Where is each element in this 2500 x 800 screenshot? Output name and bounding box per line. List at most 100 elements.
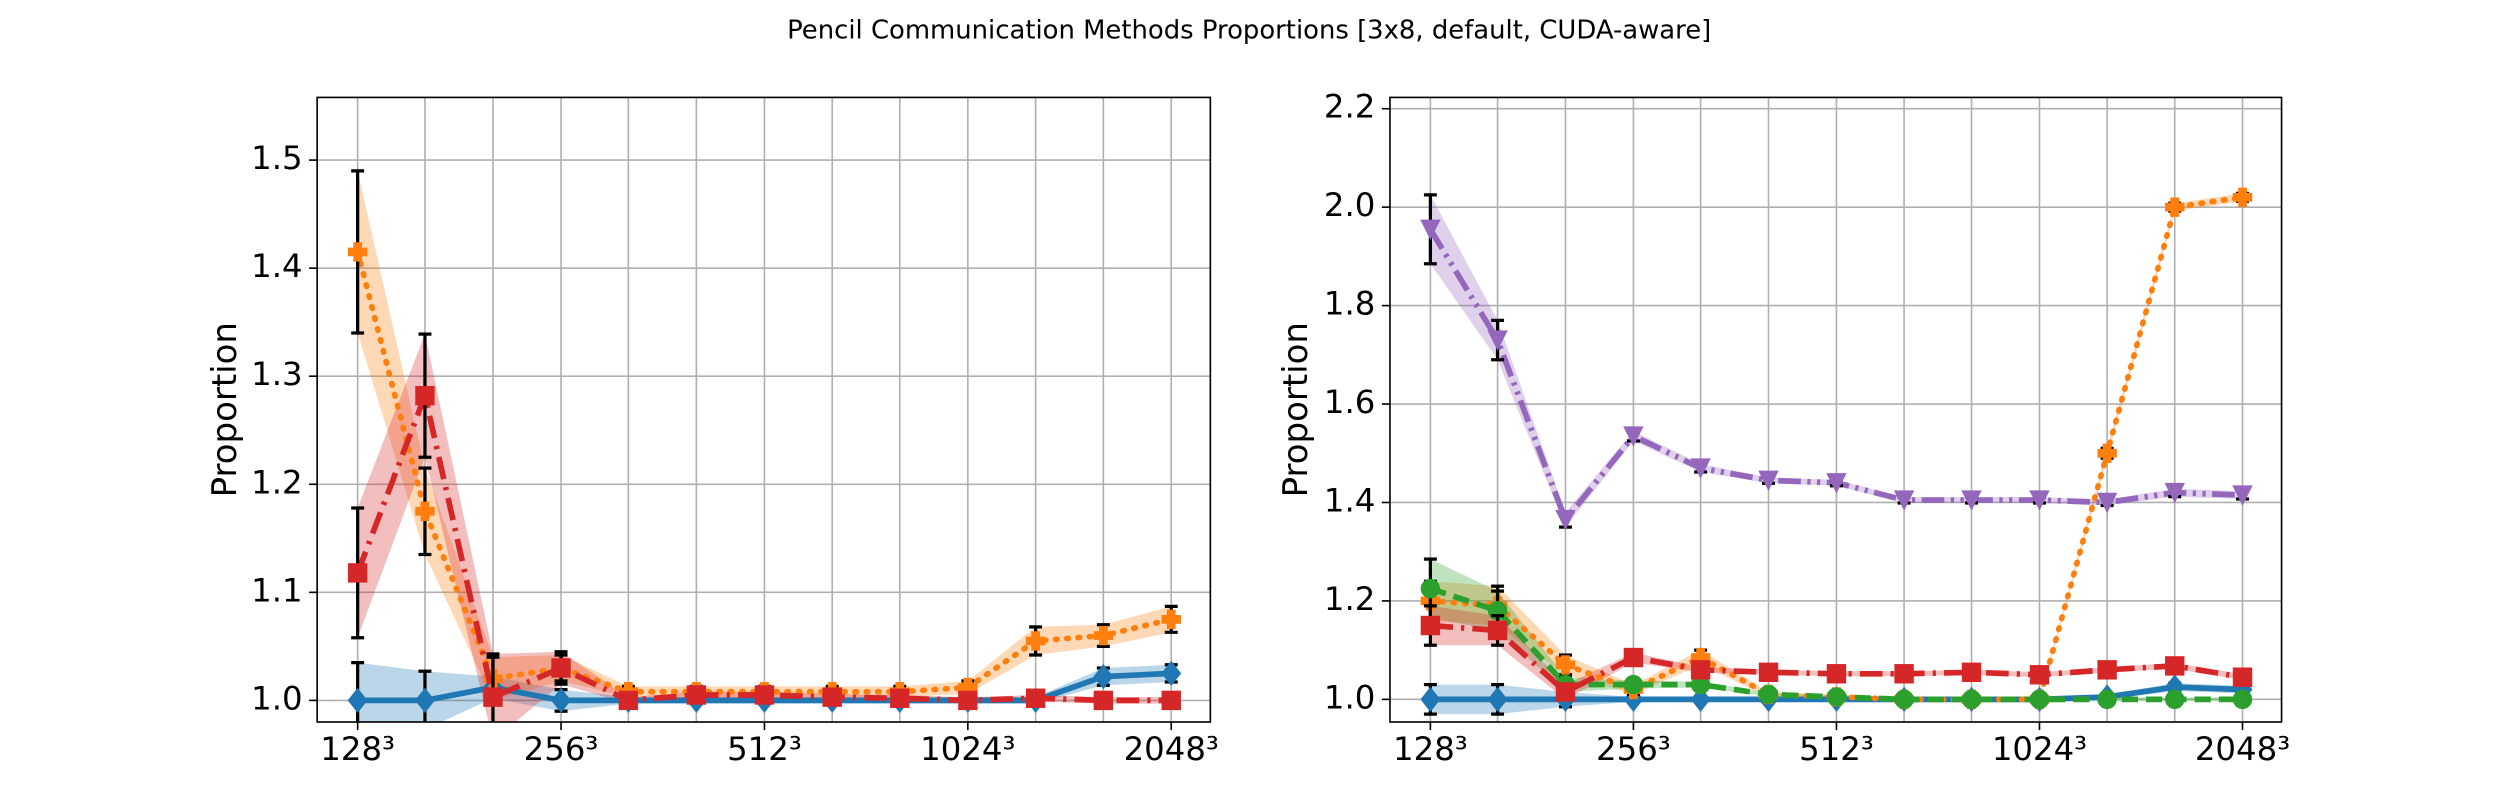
plot-area xyxy=(1420,187,2253,716)
marker xyxy=(1161,690,1181,711)
axes-frame xyxy=(316,96,1212,723)
marker xyxy=(2232,689,2253,710)
marker xyxy=(1758,662,1779,683)
marker xyxy=(1487,686,1508,713)
marker xyxy=(347,242,368,262)
x-tick-label: 2048³ xyxy=(1124,730,1219,768)
marker xyxy=(618,690,639,711)
marker xyxy=(347,687,368,714)
x-tick-label: 128³ xyxy=(320,730,395,768)
marker xyxy=(1420,578,1441,599)
marker xyxy=(1420,686,1441,713)
x-tick-label: 2048³ xyxy=(2195,730,2290,768)
marker xyxy=(822,687,842,707)
marker xyxy=(1893,490,1915,511)
marker xyxy=(2096,492,2118,514)
y-tick-label: 1.0 xyxy=(1324,678,1375,716)
y-tick-label: 1.1 xyxy=(251,571,302,609)
marker xyxy=(1161,609,1181,630)
marker xyxy=(2097,660,2117,680)
y-tick-label: 1.4 xyxy=(251,247,302,285)
marker xyxy=(2097,689,2117,710)
marker xyxy=(1826,664,1847,684)
marker xyxy=(2165,656,2185,676)
marker xyxy=(1623,647,1644,668)
marker xyxy=(1961,662,1982,683)
marker xyxy=(415,501,435,521)
subplot: 1.0 1.1 1.2 1.3 1.4 1.5 128³ 256³ 512³ 1024³ 2048³… xyxy=(205,96,1219,768)
marker xyxy=(2029,689,2050,710)
marker xyxy=(890,688,910,708)
marker xyxy=(347,563,368,583)
marker xyxy=(1690,458,1711,479)
marker xyxy=(1826,473,1847,494)
x-tick-label: 1024³ xyxy=(920,730,1015,768)
plot-area xyxy=(347,169,1182,723)
y-tick-label: 1.8 xyxy=(1324,285,1375,323)
marker xyxy=(1487,620,1508,641)
marker xyxy=(1093,663,1114,690)
marker xyxy=(1093,690,1114,711)
marker xyxy=(1758,470,1779,492)
y-tick-label: 1.0 xyxy=(251,679,302,717)
y-tick-label: 2.2 xyxy=(1324,88,1375,126)
marker xyxy=(415,385,435,406)
marker xyxy=(1623,426,1644,447)
y-axis-label: Proportion xyxy=(1276,322,1316,497)
marker xyxy=(551,658,571,678)
marker xyxy=(1690,660,1711,680)
marker xyxy=(2232,667,2253,687)
marker xyxy=(1690,686,1711,713)
y-tick-label: 1.2 xyxy=(251,463,302,501)
figure-title: Pencil Communication Methods Proportions… xyxy=(787,16,1711,46)
marker xyxy=(958,690,978,711)
marker xyxy=(1961,689,1982,710)
marker xyxy=(1894,689,1914,710)
marker xyxy=(1487,330,1508,351)
marker xyxy=(2232,187,2253,208)
marker xyxy=(2165,689,2185,710)
marker xyxy=(1025,631,1046,651)
x-tick-label: 256³ xyxy=(1596,730,1671,768)
marker xyxy=(415,687,435,714)
y-tick-label: 1.3 xyxy=(251,355,302,393)
marker xyxy=(686,685,707,705)
marker xyxy=(2232,485,2253,506)
x-tick-label: 256³ xyxy=(524,730,599,768)
marker xyxy=(2097,443,2117,463)
marker xyxy=(1758,684,1779,705)
y-tick-label: 1.2 xyxy=(1324,580,1375,618)
y-axis-label: Proportion xyxy=(205,322,245,497)
y-tick-label: 2.0 xyxy=(1324,186,1375,224)
subplot: 1.0 1.2 1.4 1.6 1.8 2.0 2.2 128³ 256³ 512³ 1024³ 20… xyxy=(1276,88,2290,768)
marker xyxy=(1623,674,1644,695)
marker xyxy=(551,687,571,714)
marker xyxy=(1420,219,1441,241)
y-tick-label: 1.6 xyxy=(1324,383,1375,421)
x-tick-label: 1024³ xyxy=(1992,730,2087,768)
marker xyxy=(1961,490,1982,511)
marker xyxy=(1555,510,1576,531)
x-tick-label: 512³ xyxy=(1799,730,1874,768)
marker xyxy=(2029,665,2050,685)
marker xyxy=(1025,688,1046,708)
y-tick-label: 1.4 xyxy=(1324,481,1375,519)
marker xyxy=(483,687,503,707)
marker xyxy=(1161,660,1182,687)
y-tick-label: 1.5 xyxy=(251,139,302,177)
marker xyxy=(1420,615,1441,636)
marker xyxy=(2029,490,2050,511)
marker xyxy=(754,685,775,705)
x-tick-label: 128³ xyxy=(1393,730,1468,768)
marker xyxy=(1555,655,1576,675)
axes-frame xyxy=(1389,96,2283,723)
marker xyxy=(1555,682,1576,702)
marker xyxy=(1826,687,1847,707)
marker xyxy=(1093,625,1114,646)
error-band xyxy=(1430,194,2243,528)
marker xyxy=(2164,482,2185,504)
error-band xyxy=(357,170,1172,701)
marker xyxy=(1894,664,1914,684)
